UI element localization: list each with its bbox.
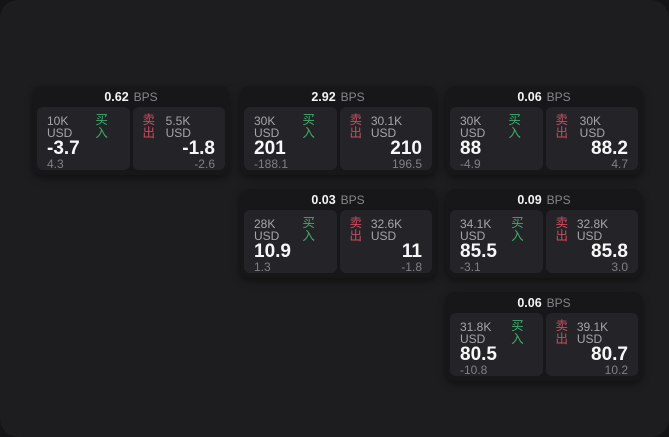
- sell-price: 85.8: [591, 241, 628, 262]
- buy-tile[interactable]: 28K USD 买入 10.9 1.3: [244, 210, 337, 273]
- buy-tile[interactable]: 10K USD 买入 -3.7 4.3: [37, 107, 130, 170]
- buy-price: 88: [460, 138, 482, 159]
- bps-label: BPS: [546, 192, 571, 207]
- buy-size: 10K USD: [47, 113, 73, 140]
- buy-price: 85.5: [460, 241, 497, 262]
- sell-price: 11: [401, 241, 422, 262]
- buy-tile[interactable]: 30K USD 买入 201 -188.1: [244, 107, 337, 170]
- buy-delta: -3.1: [460, 260, 481, 274]
- buy-size: 31.8K USD: [460, 319, 492, 346]
- quote-card-4: 0.03 BPS 28K USD 买入 10.9 1.3 卖出 32.6K US…: [240, 189, 436, 278]
- sell-tile[interactable]: 卖出 32.6K USD 11 -1.8: [339, 210, 432, 274]
- quote-body: 34.1K USD 买入 85.5 -3.1 卖出 32.8K USD 85.8…: [446, 210, 642, 273]
- sell-side-label: 卖出: [555, 216, 569, 243]
- spread-value: 0.62: [104, 89, 129, 104]
- bps-label: BPS: [546, 89, 571, 104]
- spread-header: 0.06 BPS: [446, 86, 642, 107]
- sell-tile[interactable]: 卖出 39.1K USD 80.7 10.2: [545, 313, 638, 377]
- bps-label: BPS: [340, 89, 365, 104]
- quote-card-6: 0.06 BPS 31.8K USD 买入 80.5 -10.8 卖出 39.1…: [446, 292, 642, 381]
- buy-size: 34.1K USD: [460, 216, 492, 243]
- buy-side-label: 买入: [302, 216, 315, 243]
- sell-price: 80.7: [591, 344, 628, 365]
- sell-size: 5.5K USD: [165, 113, 191, 140]
- sell-side-label: 卖出: [349, 113, 363, 140]
- sell-price: -1.8: [182, 138, 215, 159]
- sell-tile[interactable]: 卖出 30.1K USD 210 196.5: [339, 107, 432, 171]
- buy-price: 10.9: [254, 241, 291, 262]
- quote-body: 30K USD 买入 88 -4.9 卖出 30K USD 88.2 4.7: [446, 107, 642, 170]
- sell-tile[interactable]: 卖出 32.8K USD 85.8 3.0: [545, 210, 638, 274]
- sell-size: 32.8K USD: [576, 216, 609, 243]
- sell-size: 32.6K USD: [370, 216, 403, 243]
- buy-side-label: 买入: [511, 319, 524, 346]
- sell-price: 210: [390, 138, 422, 159]
- spread-value: 0.03: [311, 192, 336, 207]
- sell-side-label: 卖出: [349, 216, 363, 243]
- spread-value: 0.09: [517, 192, 542, 207]
- quote-body: 31.8K USD 买入 80.5 -10.8 卖出 39.1K USD 80.…: [446, 313, 642, 376]
- bps-label: BPS: [340, 192, 365, 207]
- buy-delta: -4.9: [460, 157, 481, 171]
- sell-delta: -1.8: [401, 260, 422, 274]
- quote-card-3: 0.06 BPS 30K USD 买入 88 -4.9 卖出 30K USD 8…: [446, 86, 642, 175]
- spread-value: 2.92: [311, 89, 336, 104]
- buy-side-label: 买入: [511, 216, 524, 243]
- quote-body: 10K USD 买入 -3.7 4.3 卖出 5.5K USD -1.8 -2.…: [33, 107, 229, 170]
- sell-delta: -2.6: [194, 157, 215, 171]
- sell-size: 30.1K USD: [370, 113, 403, 140]
- buy-price: 201: [254, 138, 286, 159]
- sell-delta: 4.7: [611, 157, 628, 171]
- buy-side-label: 买入: [95, 113, 108, 140]
- buy-side-label: 买入: [508, 113, 521, 140]
- sell-tile[interactable]: 卖出 30K USD 88.2 4.7: [545, 107, 638, 171]
- bps-label: BPS: [546, 295, 571, 310]
- buy-size: 30K USD: [460, 113, 486, 140]
- spread-value: 0.06: [517, 89, 542, 104]
- sell-delta: 10.2: [604, 363, 628, 377]
- buy-delta: 4.3: [47, 157, 64, 171]
- buy-tile[interactable]: 30K USD 买入 88 -4.9: [450, 107, 543, 170]
- buy-delta: -188.1: [254, 157, 289, 171]
- bps-label: BPS: [133, 89, 158, 104]
- quote-card-5: 0.09 BPS 34.1K USD 买入 85.5 -3.1 卖出 32.8K…: [446, 189, 642, 278]
- spread-value: 0.06: [517, 295, 542, 310]
- quote-card-2: 2.92 BPS 30K USD 买入 201 -188.1 卖出 30.1K …: [240, 86, 436, 175]
- buy-tile[interactable]: 34.1K USD 买入 85.5 -3.1: [450, 210, 543, 273]
- sell-tile[interactable]: 卖出 5.5K USD -1.8 -2.6: [132, 107, 225, 171]
- spread-header: 0.62 BPS: [33, 86, 229, 107]
- buy-size: 28K USD: [254, 216, 280, 243]
- buy-side-label: 买入: [302, 113, 315, 140]
- buy-tile[interactable]: 31.8K USD 买入 80.5 -10.8: [450, 313, 543, 376]
- buy-price: 80.5: [460, 344, 497, 365]
- sell-side-label: 卖出: [555, 113, 569, 140]
- sell-delta: 196.5: [391, 157, 422, 171]
- buy-delta: -10.8: [460, 363, 488, 377]
- quote-card-1: 0.62 BPS 10K USD 买入 -3.7 4.3 卖出 5.5K USD…: [33, 86, 229, 175]
- sell-price: 88.2: [591, 138, 628, 159]
- spread-header: 0.06 BPS: [446, 292, 642, 313]
- buy-size: 30K USD: [254, 113, 280, 140]
- buy-delta: 1.3: [254, 260, 271, 274]
- sell-delta: 3.0: [611, 260, 628, 274]
- sell-size: 39.1K USD: [576, 319, 609, 346]
- spread-header: 0.09 BPS: [446, 189, 642, 210]
- sell-size: 30K USD: [579, 113, 606, 140]
- spread-header: 0.03 BPS: [240, 189, 436, 210]
- quote-body: 30K USD 买入 201 -188.1 卖出 30.1K USD 210 1…: [240, 107, 436, 170]
- sell-side-label: 卖出: [142, 113, 156, 140]
- quote-body: 28K USD 买入 10.9 1.3 卖出 32.6K USD 11 -1.8: [240, 210, 436, 273]
- sell-side-label: 卖出: [555, 319, 569, 346]
- buy-price: -3.7: [47, 138, 80, 159]
- spread-header: 2.92 BPS: [240, 86, 436, 107]
